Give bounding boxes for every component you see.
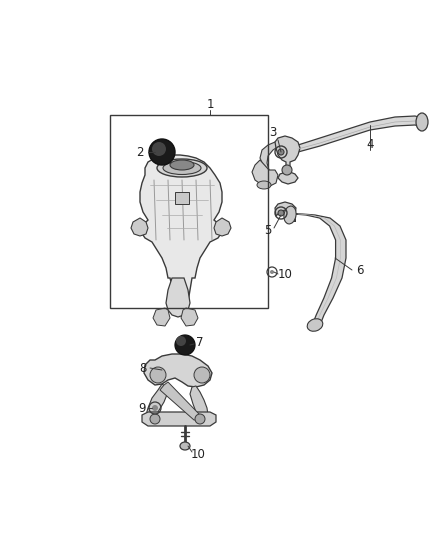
Polygon shape [190, 386, 208, 418]
Polygon shape [181, 308, 198, 326]
Polygon shape [214, 218, 231, 236]
Polygon shape [144, 354, 212, 387]
Circle shape [282, 165, 292, 175]
Polygon shape [275, 136, 300, 184]
Polygon shape [298, 116, 422, 152]
Text: 9: 9 [138, 401, 146, 415]
Polygon shape [275, 202, 296, 222]
Ellipse shape [157, 159, 207, 177]
Circle shape [278, 210, 284, 216]
Text: 5: 5 [264, 223, 272, 237]
Ellipse shape [257, 181, 271, 189]
Ellipse shape [163, 161, 201, 174]
Text: 3: 3 [269, 125, 277, 139]
Circle shape [152, 142, 166, 156]
Circle shape [150, 367, 166, 383]
Bar [175, 192, 189, 204]
Circle shape [176, 336, 186, 346]
Text: 8: 8 [139, 361, 147, 375]
Text: 2: 2 [136, 146, 144, 158]
Circle shape [270, 270, 274, 274]
Ellipse shape [170, 160, 194, 170]
Circle shape [150, 414, 160, 424]
Polygon shape [146, 384, 168, 418]
Circle shape [194, 367, 210, 383]
Text: 1: 1 [206, 99, 214, 111]
Circle shape [175, 335, 195, 355]
Text: 6: 6 [356, 263, 364, 277]
Ellipse shape [416, 113, 428, 131]
Polygon shape [166, 278, 190, 317]
Ellipse shape [284, 206, 296, 224]
Text: 7: 7 [196, 335, 204, 349]
Circle shape [152, 405, 158, 411]
Polygon shape [294, 214, 346, 325]
Polygon shape [160, 382, 200, 420]
Circle shape [149, 139, 175, 165]
Circle shape [278, 149, 284, 155]
Polygon shape [153, 308, 170, 326]
Polygon shape [252, 160, 278, 186]
Ellipse shape [180, 442, 190, 450]
Bar [110, 115, 268, 308]
Polygon shape [131, 218, 148, 236]
Ellipse shape [307, 319, 323, 332]
Polygon shape [142, 412, 216, 426]
Polygon shape [140, 155, 222, 310]
Text: 10: 10 [191, 448, 205, 462]
Text: 4: 4 [366, 139, 374, 151]
Text: 10: 10 [278, 269, 293, 281]
Circle shape [195, 414, 205, 424]
Polygon shape [260, 142, 279, 173]
